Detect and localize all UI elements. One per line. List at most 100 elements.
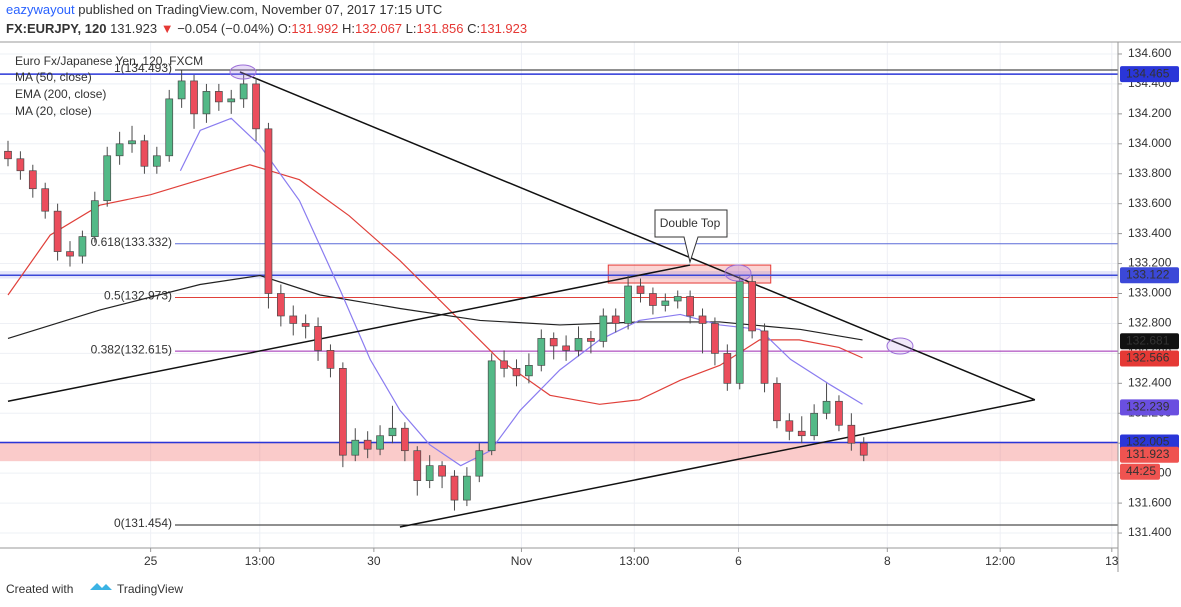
price-label-box (1120, 333, 1179, 350)
price-label: 132.005 (1126, 435, 1170, 449)
candle-body (128, 140, 136, 145)
l-label: L: (406, 21, 417, 36)
candle-body (214, 91, 223, 103)
y-tick-label: 133.800 (1128, 166, 1172, 180)
h-label: H: (342, 21, 355, 36)
candle-body (326, 350, 335, 369)
candle-body (835, 400, 843, 426)
candle-body (227, 98, 236, 103)
candle-body (41, 188, 50, 212)
x-tick-label: 25 (144, 554, 158, 568)
candle-body (376, 435, 384, 450)
marker-ellipse (229, 64, 257, 80)
candle-body (537, 338, 546, 366)
candle-body (748, 281, 756, 332)
x-tick-label: Nov (511, 554, 532, 568)
candle-body (450, 475, 459, 501)
price-label-box (1120, 350, 1179, 367)
price-label-box (1120, 66, 1179, 83)
y-tick-label: 131.400 (1128, 525, 1172, 539)
fib-label: 0(131.454) (114, 516, 172, 530)
legend-entry: MA (50, close) (15, 70, 92, 84)
zone (0, 441, 1118, 462)
candle-body (574, 338, 583, 351)
price-label: 132.681 (1126, 333, 1170, 347)
candle-body (611, 315, 620, 324)
candle-body (773, 382, 781, 422)
author[interactable]: eazywayout (6, 2, 75, 17)
footer-created: Created with (6, 582, 73, 596)
x-tick-label: 30 (367, 554, 381, 568)
fib-label: 1(134.493) (114, 61, 172, 75)
candle-body (177, 80, 186, 100)
candle-body (289, 315, 298, 324)
candle-body (624, 285, 632, 324)
candle-body (4, 150, 12, 160)
candle-body (810, 412, 818, 437)
candle-body (351, 439, 360, 456)
h: 132.067 (355, 21, 402, 36)
x-tick-label: 8 (884, 554, 891, 568)
candle-body (785, 420, 794, 432)
candle-body (487, 360, 496, 452)
price-label: 132.566 (1126, 351, 1170, 365)
candle-body (202, 91, 211, 115)
price-label-box (1120, 399, 1179, 416)
x-tick-label: 13:00 (245, 554, 275, 568)
countdown-box (1120, 463, 1160, 480)
arrow: ▼ (161, 21, 174, 36)
candle-body (66, 251, 74, 257)
candle-body (103, 155, 112, 202)
legend-entry: MA (20, close) (15, 104, 92, 118)
candle-body (847, 424, 856, 444)
l: 131.856 (417, 21, 464, 36)
candle-body (152, 155, 161, 167)
candle-body (599, 315, 608, 342)
c: 131.923 (480, 21, 527, 36)
candle-body (661, 300, 670, 306)
candle-body (562, 345, 570, 351)
candle-body (301, 323, 310, 327)
candle-body (53, 210, 62, 252)
callout-text: Double Top (660, 216, 721, 230)
published: published on TradingView.com, November 0… (78, 2, 442, 17)
candle-body (475, 450, 484, 477)
candle-body (140, 140, 149, 167)
y-tick-label: 134.200 (1128, 106, 1172, 120)
price-label: 133.122 (1126, 267, 1170, 281)
candle-body (16, 158, 25, 172)
trendline (399, 399, 1036, 528)
fib-label: 0.382(132.615) (91, 342, 172, 356)
candle-body (525, 365, 533, 377)
price-label-box (1120, 267, 1179, 284)
candle-body (413, 450, 422, 481)
x-tick-label: 12:00 (985, 554, 1015, 568)
y-tick-label: 133.600 (1128, 196, 1172, 210)
candle-body (239, 83, 248, 100)
y-tick-label: 134.000 (1128, 136, 1172, 150)
fib-label: 0.5(132.973) (104, 289, 172, 303)
candle-body (28, 170, 37, 190)
price-label: 132.239 (1126, 400, 1170, 414)
candle-body (276, 293, 285, 317)
footer-brand[interactable]: TradingView (117, 582, 183, 596)
candle-body (859, 442, 868, 456)
candle-body (190, 80, 198, 115)
candle-body (339, 368, 347, 456)
candle-body (401, 427, 409, 452)
candle-body (698, 315, 707, 324)
candle-body (438, 465, 446, 477)
candle-body (314, 326, 322, 351)
candle-body (636, 285, 645, 294)
c-label: C: (467, 21, 480, 36)
change: −0.054 (−0.04%) (177, 21, 274, 36)
legend-entry: EMA (200, close) (15, 87, 106, 101)
candle-body (587, 338, 595, 342)
x-tick-label: 13:00 (619, 554, 649, 568)
last: 131.923 (110, 21, 157, 36)
candle-body (822, 400, 831, 414)
footer-logo (90, 583, 112, 590)
candle-body (735, 281, 744, 384)
header-line-1: eazywayout published on TradingView.com,… (6, 2, 442, 17)
